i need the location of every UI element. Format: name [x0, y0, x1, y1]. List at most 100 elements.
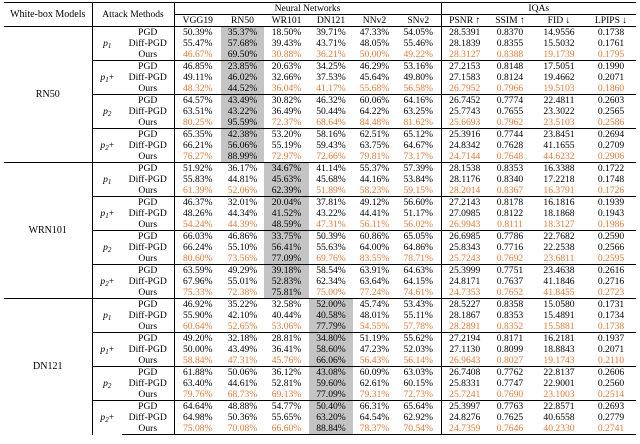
metric-value: 55.65% [271, 412, 302, 423]
metric-value: 28.1867 [449, 310, 481, 321]
metric-value: 39.43% [271, 38, 302, 49]
perturbation-setting: p1+ [92, 332, 122, 367]
table-row: Diff-PGD 50.00% 43.49% 36.41% 58.60% 47.23% 52… [4, 344, 636, 355]
setting-symbol: p [100, 412, 106, 424]
metric-value: 16.3388 [532, 162, 586, 174]
metric-value: 25.7241 [449, 389, 481, 400]
metric-value: 0.2071 [597, 344, 625, 355]
metric-value: 45.76% [271, 355, 302, 366]
metric-value: 52.83% [264, 276, 309, 287]
table-row: Ours 75.08% 70.08% 66.60% 88.84% 78.37% 70.54%… [4, 423, 637, 435]
metric-value: 23.1003 [543, 389, 575, 400]
metric-value: 0.1726 [597, 185, 625, 196]
metric-value: 0.2586 [597, 117, 625, 128]
metric-value: 55.90% [182, 310, 213, 321]
metric-value: 40.58% [309, 310, 353, 321]
metric-value: 0.8171 [488, 332, 532, 344]
metric-value: 58.16% [309, 128, 353, 140]
table-row: Ours 54.24% 44.39% 48.59% 47.31% 56.11% 56.02%… [4, 219, 636, 231]
metric-value: 50.40% [309, 400, 353, 412]
setting-subscript: 2 [105, 416, 109, 425]
table-row: Ours 61.39% 52.06% 62.39% 51.89% 58.23% 59.15%… [4, 185, 636, 197]
setting-symbol: p [100, 208, 106, 219]
metric-value: 0.8353 [496, 310, 524, 321]
metric-value: 0.1986 [597, 219, 625, 230]
table-row: Diff-PGD 55.83% 44.81% 45.63% 45.68% 44.16% 53… [4, 174, 636, 185]
metric-value: 34.80% [309, 332, 353, 344]
attack-method: PGD [122, 366, 175, 378]
attack-method: Diff-PGD [122, 174, 175, 185]
metric-value: 44.39% [227, 219, 258, 230]
column-header: VGG19 [182, 15, 213, 26]
metric-value: 77.79% [309, 321, 353, 333]
metric-value: 88.84% [309, 423, 353, 435]
perturbation-setting: p2 [92, 366, 122, 401]
metric-value: 16.1816 [532, 196, 586, 208]
metric-value: 52.03% [396, 344, 442, 355]
table-row: p2 PGD 61.88% 50.06% 36.12% 43.08% 60.09% 63.03… [4, 366, 637, 401]
metric-value: 23.3022 [543, 106, 575, 117]
metric-value: 72.37% [271, 117, 302, 128]
metric-value: 0.7690 [496, 389, 524, 400]
attack-method: PGD [122, 128, 175, 140]
metric-value: 0.1722 [586, 162, 637, 174]
setting-plus: + [108, 276, 115, 287]
attack-method: Diff-PGD [122, 208, 175, 219]
metric-value: 0.7646 [488, 423, 532, 435]
metric-value: 0.7744 [488, 128, 532, 140]
metric-value: 0.7692 [496, 253, 524, 264]
table-row: p2 PGD 66.03% 46.86% 33.75% 50.39% 60.86% 65.05… [4, 230, 637, 265]
metric-value: 65.12% [396, 128, 442, 140]
metric-value: 0.1860 [597, 83, 625, 94]
attack-method: Diff-PGD [122, 106, 175, 117]
attack-method: Ours [122, 185, 175, 197]
metric-value: 63.59% [174, 264, 221, 276]
metric-value: 39.18% [264, 264, 309, 276]
metric-value: 30.82% [264, 94, 309, 106]
metric-value: 17.5051 [532, 60, 586, 72]
metric-value: 64.22% [359, 106, 390, 117]
metric-value: 59.15% [396, 185, 442, 197]
metric-value: 34.25% [309, 60, 353, 72]
metric-value: 46.85% [174, 60, 221, 72]
metric-value: 18.50% [264, 26, 309, 38]
metric-value: 62.61% [359, 378, 390, 389]
attack-method: PGD [122, 230, 175, 242]
metric-value: 68.73% [227, 389, 258, 400]
metric-value: 23.5103 [543, 117, 575, 128]
attack-method: Diff-PGD [122, 72, 175, 83]
metric-value: 20.04% [264, 196, 309, 208]
setting-symbol: p [100, 276, 106, 287]
metric-value: 0.1761 [597, 38, 625, 49]
attack-method: Ours [122, 253, 175, 265]
metric-value: 36.41% [271, 344, 302, 355]
metric-value: 36.12% [264, 366, 309, 378]
metric-value: 57.78% [396, 321, 442, 333]
setting-plus: + [108, 412, 115, 424]
metric-value: 25.8343 [449, 242, 481, 253]
metric-value: 0.7628 [496, 140, 524, 151]
setting-subscript: 1 [107, 314, 112, 322]
attack-method: Ours [122, 49, 175, 61]
table-row: Diff-PGD 63.51% 43.22% 36.49% 50.44% 64.22% 63… [4, 106, 636, 117]
metric-value: 28.3127 [449, 49, 481, 60]
header-neural-networks: Neural Networks [174, 2, 442, 15]
metric-value: 0.2723 [597, 287, 625, 298]
metric-value: 95.59% [221, 117, 264, 129]
metric-value: 18.8843 [543, 344, 575, 355]
metric-value: 48.01% [359, 310, 390, 321]
metric-value: 35.22% [221, 298, 264, 310]
metric-value: 0.7763 [488, 400, 532, 412]
metric-value: 24.7353 [449, 287, 481, 298]
metric-value: 0.8388 [496, 49, 524, 60]
metric-value: 84.48% [359, 117, 390, 128]
metric-value: 0.7655 [496, 106, 524, 117]
perturbation-setting: p1 [92, 298, 122, 333]
table-row: p2+ PGD 64.64% 48.88% 54.77% 50.40% 66.31% 65.6… [4, 400, 637, 435]
metric-value: 63.03% [396, 366, 442, 378]
perturbation-setting: p1+ [92, 60, 122, 95]
metric-value: 0.8358 [488, 298, 532, 310]
perturbation-setting: p2+ [92, 400, 122, 435]
metric-value: 0.2603 [586, 94, 637, 106]
metric-value: 48.32% [182, 83, 213, 94]
